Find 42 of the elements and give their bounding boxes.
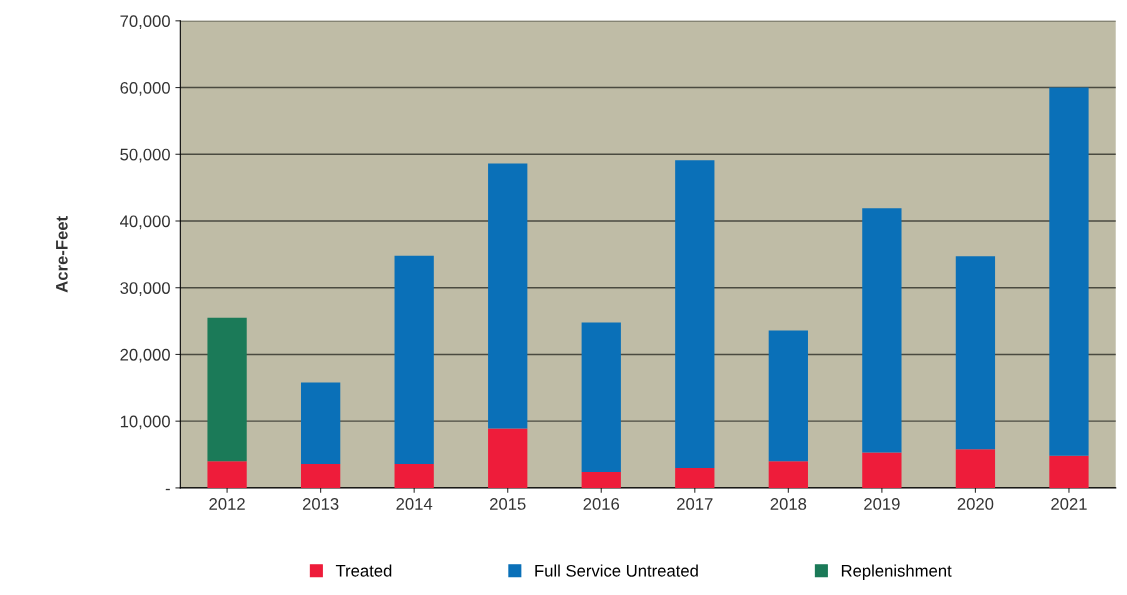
bar	[1049, 87, 1089, 456]
x-tick-label: 2013	[302, 498, 339, 510]
bar	[488, 428, 528, 488]
bar	[581, 471, 621, 488]
y-tick-label: 60,000	[120, 81, 170, 96]
bar	[768, 330, 808, 462]
x-tick-label: 2017	[677, 498, 713, 510]
bar	[581, 322, 621, 472]
bar	[955, 256, 996, 450]
bar	[207, 317, 247, 462]
x-tick-label: 2019	[864, 498, 900, 510]
legend-label: Replenishment	[841, 564, 952, 580]
bar	[394, 255, 434, 464]
bar	[675, 160, 715, 468]
legend-label: Treated	[335, 564, 392, 577]
bar	[394, 463, 434, 488]
y-axis-title: Acre-Feet	[56, 216, 68, 293]
bar	[862, 452, 902, 488]
y-tick-label: 10,000	[120, 415, 170, 430]
x-tick-label: 2020	[957, 498, 994, 510]
bar	[862, 208, 902, 453]
x-tick-label: 2018	[770, 498, 807, 510]
y-tick-label: 20,000	[120, 348, 170, 363]
y-tick-label: 70,000	[120, 15, 170, 29]
x-tick-label: 2014	[396, 498, 433, 510]
x-tick-label: 2016	[583, 498, 620, 510]
x-tick-label: 2012	[209, 498, 245, 510]
bar	[1049, 455, 1089, 488]
y-tick-label: 30,000	[120, 282, 170, 296]
bar	[955, 449, 996, 488]
x-tick-label: 2015	[490, 498, 526, 510]
bar	[768, 461, 808, 488]
bar	[207, 461, 247, 488]
y-tick-label: 40,000	[120, 215, 170, 230]
legend-label: Full Service Untreated	[535, 564, 698, 577]
bar	[300, 382, 341, 464]
y-tick-label: 50,000	[120, 148, 170, 163]
x-tick-label: 2021	[1051, 498, 1087, 510]
bar	[300, 463, 341, 488]
bar	[488, 163, 528, 429]
y-tick-label: -	[165, 488, 170, 491]
bar	[675, 467, 715, 488]
